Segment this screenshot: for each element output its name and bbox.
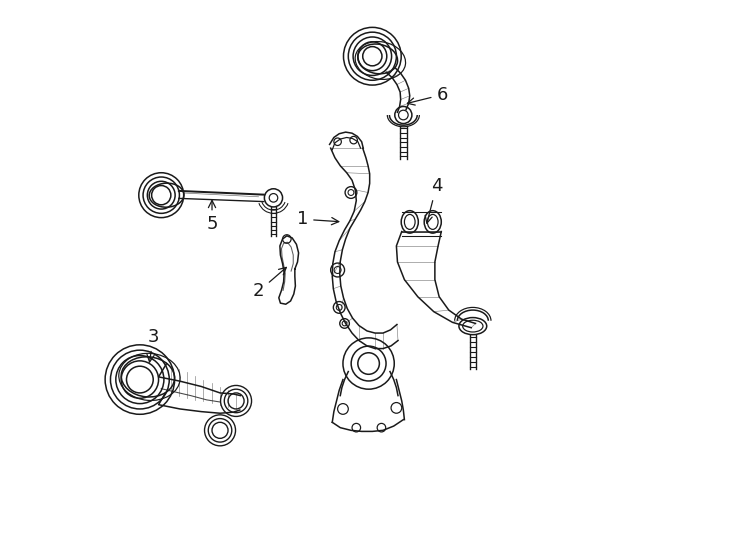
Text: 5: 5 [206,200,218,233]
Text: 4: 4 [425,177,442,223]
Text: 2: 2 [253,267,286,300]
Text: 1: 1 [297,210,339,228]
Text: 3: 3 [147,328,159,362]
Text: 6: 6 [407,86,448,105]
